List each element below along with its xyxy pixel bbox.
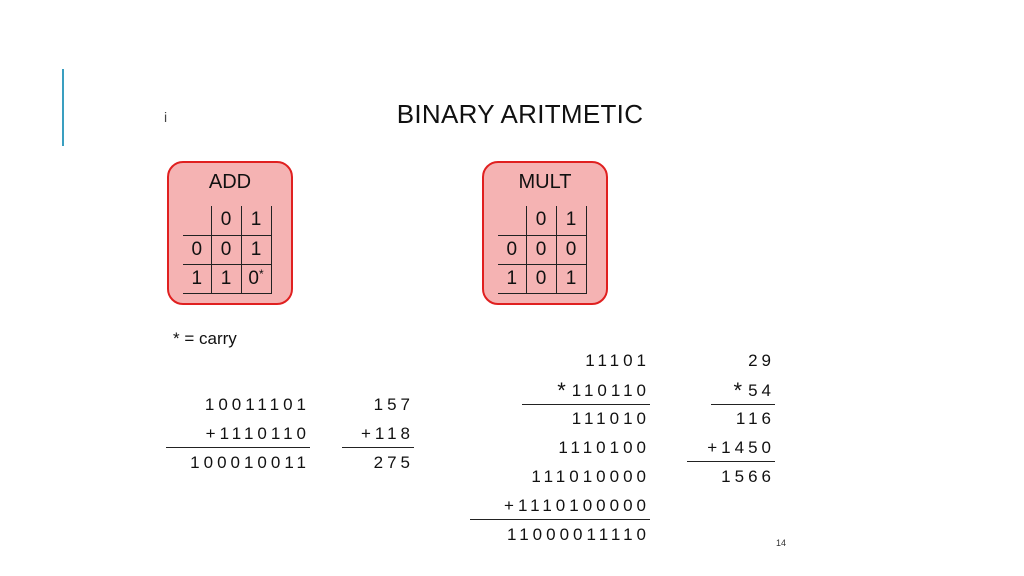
add-row-label-1: 1 [183,263,211,294]
mult-result: 11000011110 [507,525,650,544]
plus-sign: + [707,438,718,457]
product-rule [711,404,775,405]
carry-note: * = carry [173,329,237,348]
sum-rule [342,447,414,448]
product-rule [522,404,650,405]
mult-cell: 1 [555,263,587,294]
add-result: 100010011 [190,453,310,472]
dec-mult-result: 1566 [721,467,775,486]
mult-cell: 0 [525,263,556,294]
mult-table-title: MULT [518,171,572,193]
partial-product-line: +1110100000 [504,496,650,516]
times-sign: * [733,378,743,403]
add-header-corner [183,206,211,235]
carry-mark: * [258,267,264,281]
dec-add-operand-2: 118 [374,424,414,443]
mult-header-0: 0 [525,206,556,235]
dec-mult-operand-1: 29 [748,351,775,370]
partial-product: 111010000 [531,467,650,486]
sum-rule [166,447,310,448]
mult-cell: 0 [555,234,587,264]
mult-operand-2: 110110 [571,381,650,400]
mult-cell: 0 [525,234,556,264]
binary-multiplication: 11101 * 110110 111010 1110100 111010000 +… [440,346,650,551]
slide-title: BINARY ARITMETIC [396,99,644,129]
add-cell-carry: 0* [240,263,272,294]
binary-addition: 10011101 +1110110 100010011 [150,390,310,480]
sum-rule [687,461,775,462]
dec-add-result: 275 [373,453,414,472]
add-operand-2: 1110110 [219,424,310,443]
dec-partial-product-line: +1450 [707,438,775,458]
add-cell-value: 0 [248,268,259,289]
page-number: 14 [776,538,787,548]
partial-product: 111010 [571,409,650,428]
mult-header-corner [498,206,526,235]
plus-sign: + [205,424,216,443]
decimal-multiplication: 29 * 54 116 +1450 1566 [680,346,775,496]
add-operand-1: 10011101 [204,395,310,414]
mult-truth-table-box: MULT 0 1 0 0 0 1 0 1 [482,161,608,305]
add-table-title: ADD [208,171,252,193]
add-truth-table: 0 1 0 0 1 1 1 0* [183,206,272,294]
add-header-1: 1 [240,206,272,235]
decimal-addition: 157 +118 275 [330,390,414,480]
partial-product: 1110100 [558,438,650,457]
plus-sign: + [504,496,514,515]
add-operand-2-line: +1110110 [206,424,310,444]
dec-add-operand-2-line: +118 [361,424,414,444]
partial-product: 1110100000 [517,496,650,515]
mult-header-1: 1 [555,206,587,235]
add-header-0: 0 [210,206,241,235]
add-truth-table-box: ADD 0 1 0 0 1 1 1 0* [167,161,293,305]
sum-rule [470,519,650,520]
mult-row-label-1: 1 [498,263,526,294]
mult-operand-2-line: * 110110 [557,378,650,404]
dec-partial-product: 1450 [721,438,775,457]
add-cell: 0 [210,234,241,264]
slide-marker: i [164,109,168,125]
dec-mult-operand-2-line: * 54 [734,378,775,404]
accent-bar [62,69,64,146]
add-row-label-0: 0 [183,234,211,264]
dec-add-operand-1: 157 [373,395,414,414]
mult-row-label-0: 0 [498,234,526,264]
plus-sign: + [360,424,371,443]
dec-partial-product: 116 [735,409,775,428]
mult-truth-table: 0 1 0 0 0 1 0 1 [498,206,587,294]
dec-mult-operand-2: 54 [748,381,775,400]
add-cell: 1 [240,234,272,264]
add-cell: 1 [210,263,241,294]
mult-operand-1: 11101 [585,351,650,370]
times-sign: * [557,378,566,403]
